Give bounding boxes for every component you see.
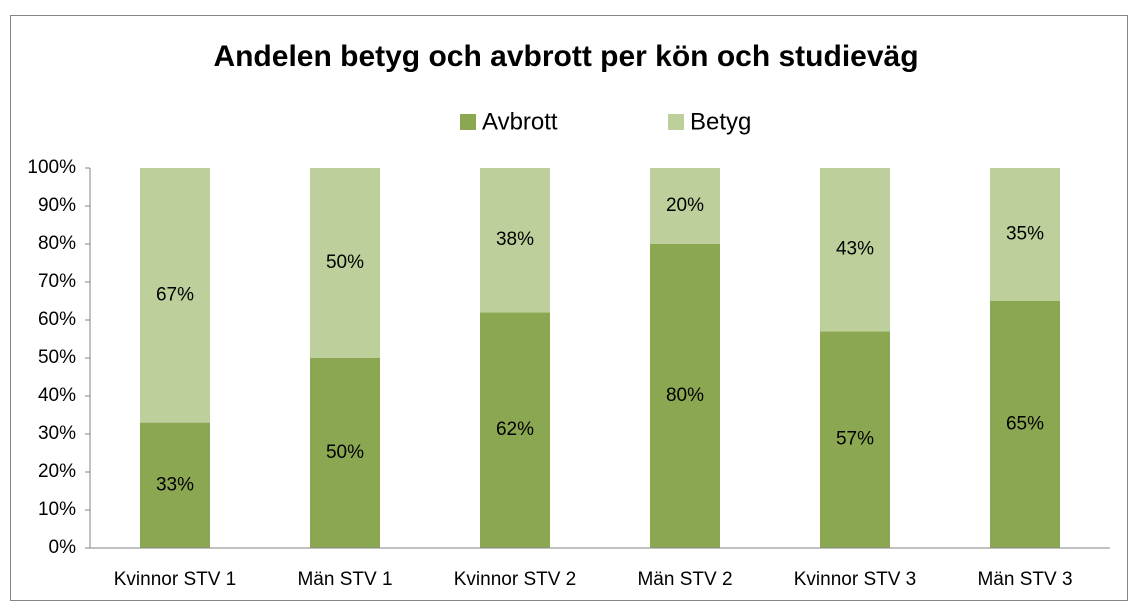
legend-label: Betyg — [690, 108, 751, 135]
data-label: 62% — [496, 419, 534, 440]
y-tick-label: 0% — [49, 537, 77, 558]
bar-segment — [650, 244, 720, 548]
data-label: 35% — [1006, 224, 1044, 245]
data-label: 57% — [836, 429, 874, 450]
bar-segment — [140, 168, 210, 423]
bar-segment — [990, 301, 1060, 548]
y-tick-label: 10% — [38, 499, 76, 520]
y-tick-label: 90% — [38, 195, 76, 216]
data-label: 33% — [156, 474, 194, 495]
y-tick-label: 40% — [38, 385, 76, 406]
data-label: 80% — [666, 385, 704, 406]
bar-segment — [650, 168, 720, 244]
x-tick-label: Kvinnor STV 1 — [114, 569, 237, 590]
bar-segment — [140, 422, 210, 548]
y-tick-label: 70% — [38, 271, 76, 292]
data-label: 50% — [326, 252, 364, 273]
bar-segment — [820, 331, 890, 548]
data-label: 38% — [496, 229, 534, 250]
legend-label: Avbrott — [482, 108, 558, 135]
bar-segment — [480, 312, 550, 548]
y-tick-label: 100% — [27, 157, 76, 178]
bar-segment — [990, 168, 1060, 301]
x-tick-label: Män STV 2 — [637, 569, 732, 590]
y-tick-label: 20% — [38, 461, 76, 482]
y-tick-label: 60% — [38, 309, 76, 330]
data-label: 20% — [666, 195, 704, 216]
bar-segment — [820, 168, 890, 332]
chart-title: Andelen betyg och avbrott per kön och st… — [213, 40, 918, 73]
y-tick-label: 80% — [38, 233, 76, 254]
data-label: 50% — [326, 442, 364, 463]
y-tick-label: 50% — [38, 347, 76, 368]
x-tick-label: Män STV 3 — [977, 569, 1072, 590]
x-tick-label: Män STV 1 — [297, 569, 392, 590]
x-tick-label: Kvinnor STV 3 — [794, 569, 917, 590]
y-tick-label: 30% — [38, 423, 76, 444]
data-label: 67% — [156, 284, 194, 305]
legend-swatch — [668, 114, 684, 130]
bar-segment — [310, 358, 380, 548]
bar-segment — [480, 168, 550, 313]
data-label: 65% — [1006, 414, 1044, 435]
legend-swatch — [460, 114, 476, 130]
x-tick-label: Kvinnor STV 2 — [454, 569, 577, 590]
bar-segment — [310, 168, 380, 358]
data-label: 43% — [836, 239, 874, 260]
